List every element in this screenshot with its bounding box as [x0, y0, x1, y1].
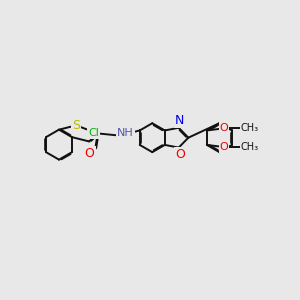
Text: O: O [85, 147, 94, 160]
Text: CH₃: CH₃ [241, 123, 259, 133]
Text: O: O [175, 148, 185, 160]
Text: Cl: Cl [88, 128, 99, 138]
Text: NH: NH [117, 128, 134, 138]
Text: N: N [175, 114, 184, 127]
Text: O: O [220, 123, 228, 133]
Text: CH₃: CH₃ [241, 142, 259, 152]
Text: O: O [220, 142, 228, 152]
Text: S: S [72, 119, 80, 132]
